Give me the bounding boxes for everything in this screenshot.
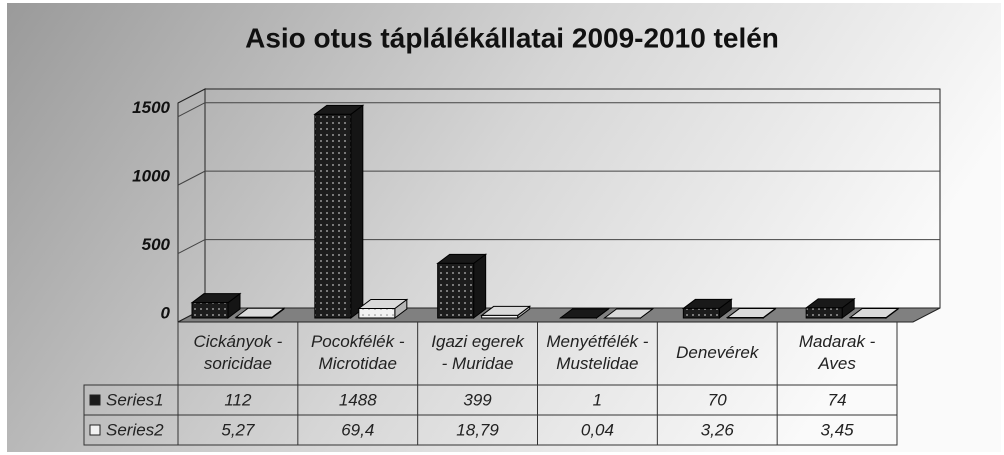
x-tick-label: Pocokfélék - xyxy=(311,332,405,351)
x-tick-label: Microtidae xyxy=(319,354,397,373)
legend-swatch xyxy=(89,424,101,436)
grid-line-side xyxy=(177,170,206,186)
x-tick-label: soricidae xyxy=(204,354,272,373)
bar xyxy=(313,104,365,319)
bar xyxy=(559,307,610,319)
x-tick-label: Denevérek xyxy=(676,343,760,362)
bar-front xyxy=(437,262,475,319)
bar-front xyxy=(358,308,396,319)
bar xyxy=(357,298,409,319)
data-label: 3,26 xyxy=(701,420,735,439)
data-label: 112 xyxy=(224,390,252,409)
bar xyxy=(681,298,733,319)
bar xyxy=(190,292,242,319)
y-tick-label: 1500 xyxy=(132,98,170,117)
grid-line-side xyxy=(177,239,206,255)
y-tick-label: 1000 xyxy=(132,167,170,186)
grid-line-side xyxy=(177,102,206,118)
legend-swatch xyxy=(89,394,101,406)
x-tick-label: Menyétfélék - xyxy=(546,332,648,351)
x-tick-label: - Muridae xyxy=(442,354,514,373)
bar-front xyxy=(191,302,229,319)
x-tick-label: Madarak - xyxy=(799,332,876,351)
bar-front xyxy=(235,316,273,319)
bar-side xyxy=(473,253,487,319)
data-label: 1488 xyxy=(339,390,377,409)
bar xyxy=(725,307,777,319)
bar-side xyxy=(350,104,364,319)
y-tick-label: 0 xyxy=(161,303,171,322)
x-tick-label: Mustelidae xyxy=(556,354,638,373)
bar-front xyxy=(314,113,352,319)
y-tick-label: 500 xyxy=(142,235,171,254)
legend-label: Series1 xyxy=(106,390,164,409)
background xyxy=(5,1,1003,454)
bar-front xyxy=(682,307,720,319)
data-label: 399 xyxy=(463,390,492,409)
bar xyxy=(436,253,488,319)
x-tick-label: Aves xyxy=(817,354,856,373)
x-tick-label: Igazi egerek xyxy=(431,332,525,351)
data-label: 18,79 xyxy=(456,420,499,439)
bar-front xyxy=(805,307,843,319)
legend-label: Series2 xyxy=(106,420,164,439)
bar-front xyxy=(481,314,519,319)
x-tick-label: Cickányok - xyxy=(194,332,283,351)
bar xyxy=(804,297,856,319)
chart-title: Asio otus táplálékállatai 2009-2010 telé… xyxy=(245,22,779,53)
data-label: 70 xyxy=(708,390,727,409)
bar xyxy=(603,307,654,319)
data-label: 3,45 xyxy=(821,420,855,439)
data-label: 5,27 xyxy=(221,420,255,439)
data-label: 74 xyxy=(828,390,847,409)
data-label: 0,04 xyxy=(581,420,614,439)
data-label: 69,4 xyxy=(341,420,374,439)
bar xyxy=(480,305,532,319)
bar xyxy=(234,307,286,319)
bar xyxy=(848,307,900,319)
data-label: 1 xyxy=(593,390,602,409)
